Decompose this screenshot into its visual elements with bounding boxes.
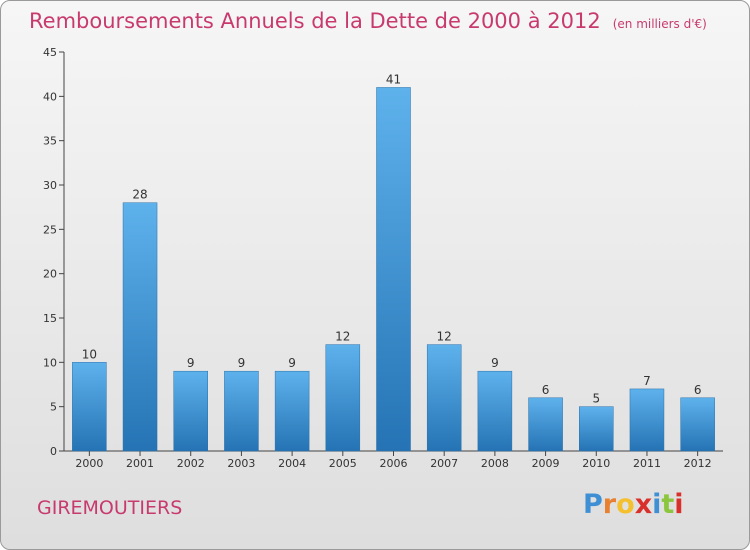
bar-2006 xyxy=(376,87,411,452)
bar-2002 xyxy=(173,370,208,452)
logo-letter: o xyxy=(616,489,635,520)
axes: 0 5 10 15 20 25 30 35 40 45 2000 2001 2002 2003 2004 20… xyxy=(43,46,723,470)
value-label-2006: 41 xyxy=(386,72,401,86)
value-label-2003: 9 xyxy=(238,356,246,370)
bar-2000 xyxy=(72,362,107,452)
chart-title: Remboursements Annuels de la Dette de 20… xyxy=(29,9,707,33)
bar-2003 xyxy=(224,370,259,452)
x-tick-label-2009: 2009 xyxy=(532,457,560,470)
y-tick-label: 25 xyxy=(43,223,57,236)
bar-2001 xyxy=(122,202,158,452)
x-tick-label-2004: 2004 xyxy=(278,457,306,470)
bar-2011 xyxy=(629,388,665,452)
value-label-2012: 6 xyxy=(694,383,702,397)
logo-letter: P xyxy=(583,489,603,520)
chart-subtitle: (en milliers d'€) xyxy=(612,17,707,31)
value-label-2008: 9 xyxy=(491,356,499,370)
x-tick-label-2001: 2001 xyxy=(126,457,154,470)
x-tick-label-2012: 2012 xyxy=(684,457,712,470)
value-label-2011: 7 xyxy=(643,374,651,388)
x-tick-label-2006: 2006 xyxy=(380,457,408,470)
x-tick-label-2007: 2007 xyxy=(430,457,458,470)
x-tick-label-2010: 2010 xyxy=(582,457,610,470)
logo-letter: t xyxy=(661,489,675,520)
value-label-2007: 12 xyxy=(437,330,452,344)
x-tick-label-2003: 2003 xyxy=(227,457,255,470)
value-label-2004: 9 xyxy=(288,356,296,370)
bar-2004 xyxy=(274,370,310,452)
y-tick-label: 15 xyxy=(43,312,57,325)
bars: 10 28 9 9 9 12 41 12 9 6 5 7 6 xyxy=(72,72,715,452)
value-label-2002: 9 xyxy=(187,356,195,370)
logo-letter: x xyxy=(634,489,653,520)
y-tick-label: 0 xyxy=(50,445,57,458)
logo-letter: i xyxy=(674,489,684,520)
logo-letter: i xyxy=(652,489,662,520)
y-tick-label: 45 xyxy=(43,46,57,59)
y-tick-label: 30 xyxy=(43,179,57,192)
y-tick-label: 20 xyxy=(43,268,57,281)
value-label-2001: 28 xyxy=(132,188,147,202)
value-label-2000: 10 xyxy=(82,347,97,361)
town-name: GIREMOUTIERS xyxy=(37,497,183,519)
x-tick-label-2005: 2005 xyxy=(329,457,357,470)
x-tick-label-2008: 2008 xyxy=(481,457,509,470)
bar-2010 xyxy=(579,406,614,452)
x-tick-label-2011: 2011 xyxy=(633,457,661,470)
chart-title-text: Remboursements Annuels de la Dette de 20… xyxy=(29,9,601,33)
bar-2007 xyxy=(426,344,462,452)
y-tick-label: 10 xyxy=(43,356,57,369)
x-tick-label-2002: 2002 xyxy=(177,457,205,470)
logo-letter: r xyxy=(602,489,617,520)
bar-2005 xyxy=(325,344,361,452)
value-label-2010: 5 xyxy=(592,392,600,406)
bar-2008 xyxy=(477,370,513,452)
value-label-2009: 6 xyxy=(542,383,550,397)
bar-2012 xyxy=(680,397,715,452)
y-tick-label: 35 xyxy=(43,135,57,148)
x-tick-label-2000: 2000 xyxy=(75,457,103,470)
y-tick-label: 40 xyxy=(43,90,57,103)
bar-2009 xyxy=(528,397,563,452)
y-tick-label: 5 xyxy=(50,401,57,414)
value-label-2005: 12 xyxy=(335,330,350,344)
proxiti-logo[interactable]: Proxiti xyxy=(583,489,684,520)
